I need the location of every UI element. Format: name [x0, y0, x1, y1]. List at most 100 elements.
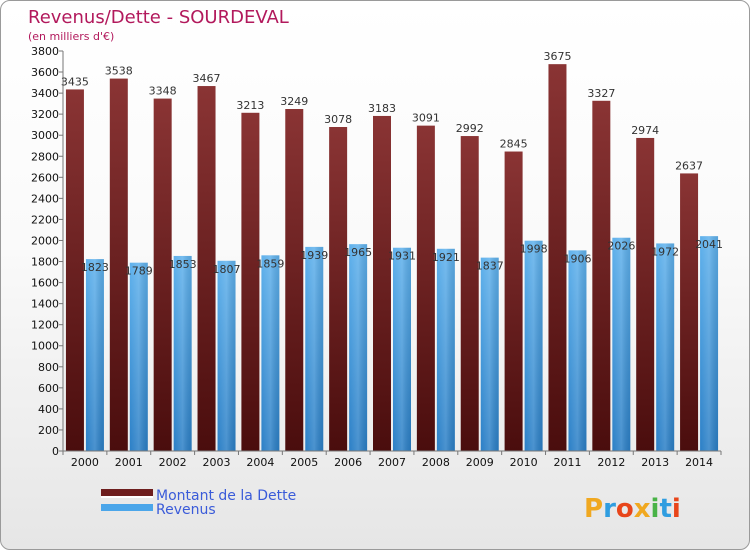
- data-label-revenue: 1965: [344, 246, 372, 259]
- logo-letter: i: [672, 494, 681, 524]
- y-tick-label: 3800: [31, 45, 59, 58]
- x-tick-label: 2002: [159, 456, 187, 469]
- proxiti-logo: Proxiti: [584, 494, 681, 524]
- data-label-revenue: 1931: [388, 250, 416, 263]
- bar-revenue-shading: [173, 255, 192, 451]
- x-tick-label: 2012: [597, 456, 625, 469]
- data-label-debt: 2637: [675, 159, 703, 172]
- bar-debt: [329, 127, 348, 451]
- bar-revenue-shading: [85, 259, 104, 451]
- data-label-debt: 3091: [412, 112, 440, 125]
- y-axis: 0 200 400 600 800 1000 1200 1400 1600 1800 2000 220…: [31, 45, 64, 458]
- y-tick-label: 2600: [31, 171, 59, 184]
- data-label-debt: 3327: [587, 87, 615, 100]
- legend: Montant de la Dette Revenus: [101, 488, 296, 518]
- chart-title: Revenus/Dette - SOURDEVAL: [28, 7, 289, 28]
- y-tick-label: 1600: [31, 277, 59, 290]
- bars-group: 3435 1823 3538 1789 3348 1853 3467 1807 3213 1859…: [61, 50, 723, 452]
- y-tick-label: 600: [38, 382, 59, 395]
- data-label-debt: 3675: [543, 50, 571, 63]
- bar-revenue-shading: [261, 255, 280, 451]
- data-label-revenue: 2026: [607, 240, 635, 253]
- x-tick-label: 2006: [334, 456, 362, 469]
- x-tick-label: 2003: [203, 456, 231, 469]
- bar-revenue-shading: [568, 250, 587, 451]
- y-tick-label: 3400: [31, 87, 59, 100]
- logo-letter: x: [634, 494, 651, 524]
- legend-label-revenue: Revenus: [156, 502, 216, 518]
- bar-revenue-shading: [524, 240, 543, 451]
- bar-revenue-shading: [217, 260, 236, 451]
- bar-debt: [109, 78, 128, 451]
- bar-revenue-shading: [480, 257, 499, 451]
- data-label-debt: 3183: [368, 102, 396, 115]
- data-label-debt: 2974: [631, 124, 659, 137]
- bar-revenue-shading: [305, 246, 324, 451]
- y-tick-label: 2800: [31, 150, 59, 163]
- y-tick-label: 1800: [31, 256, 59, 269]
- y-tick-label: 1400: [31, 298, 59, 311]
- data-label-revenue: 1939: [300, 249, 328, 262]
- data-label-revenue: 2041: [695, 238, 723, 251]
- bar-debt: [460, 136, 479, 452]
- legend-swatch-revenue: [101, 504, 153, 511]
- x-tick-label: 2001: [115, 456, 143, 469]
- y-tick-label: 0: [52, 445, 59, 458]
- data-label-debt: 3078: [324, 113, 352, 126]
- x-tick-label: 2000: [71, 456, 99, 469]
- data-label-debt: 3213: [236, 99, 264, 112]
- y-tick-label: 3000: [31, 129, 59, 142]
- bar-debt: [680, 173, 699, 451]
- bar-revenue-shading: [436, 248, 455, 451]
- x-tick-label: 2004: [246, 456, 274, 469]
- y-tick-label: 3600: [31, 66, 59, 79]
- x-tick-label: 2009: [466, 456, 494, 469]
- bar-debt: [373, 115, 391, 452]
- bar-debt: [197, 86, 216, 451]
- legend-swatch-debt: [101, 489, 153, 496]
- bar-revenue-shading: [393, 247, 411, 451]
- bar-debt: [65, 89, 84, 451]
- x-tick-label: 2010: [510, 456, 538, 469]
- bar-debt: [416, 125, 435, 451]
- bar-revenue-shading: [656, 243, 675, 451]
- logo-letter: t: [659, 494, 671, 524]
- bar-revenue-shading: [700, 236, 719, 451]
- chart-subtitle: (en milliers d'€): [28, 30, 114, 43]
- data-label-revenue: 1837: [476, 260, 504, 273]
- y-tick-label: 2200: [31, 213, 59, 226]
- logo-letter: r: [603, 494, 616, 524]
- bar-revenue-shading: [612, 237, 631, 451]
- y-tick-label: 400: [38, 403, 59, 416]
- data-label-revenue: 1972: [651, 245, 679, 258]
- data-label-revenue: 1853: [169, 258, 197, 271]
- data-label-debt: 3467: [193, 72, 221, 85]
- logo-letter: P: [584, 494, 603, 524]
- bar-revenue-shading: [349, 244, 368, 451]
- x-axis: 2000 2001 2002 2003 2004 2005 2006 2007 2008 2009…: [62, 450, 722, 469]
- x-tick-label: 2007: [378, 456, 406, 469]
- bar-debt: [153, 98, 172, 451]
- bar-debt: [285, 109, 304, 451]
- data-label-debt: 3348: [149, 85, 177, 98]
- y-tick-label: 2000: [31, 234, 59, 247]
- logo-letter: i: [651, 494, 660, 524]
- y-tick-label: 800: [38, 361, 59, 374]
- x-tick-label: 2011: [553, 456, 581, 469]
- bar-debt: [548, 64, 567, 451]
- data-label-debt: 2845: [500, 138, 528, 151]
- x-tick-label: 2014: [685, 456, 713, 469]
- data-label-revenue: 1859: [256, 257, 284, 270]
- data-label-debt: 3435: [61, 75, 89, 88]
- y-tick-label: 1000: [31, 340, 59, 353]
- y-tick-label: 3200: [31, 108, 59, 121]
- bar-debt: [636, 137, 655, 451]
- y-tick-label: 2400: [31, 192, 59, 205]
- legend-label-debt: Montant de la Dette: [156, 488, 296, 504]
- data-label-revenue: 1789: [125, 265, 153, 278]
- legend-swatch-debt-highlight: [101, 496, 153, 498]
- bar-revenue-shading: [129, 262, 148, 451]
- data-label-revenue: 1807: [213, 263, 241, 276]
- y-tick-label: 1200: [31, 319, 59, 332]
